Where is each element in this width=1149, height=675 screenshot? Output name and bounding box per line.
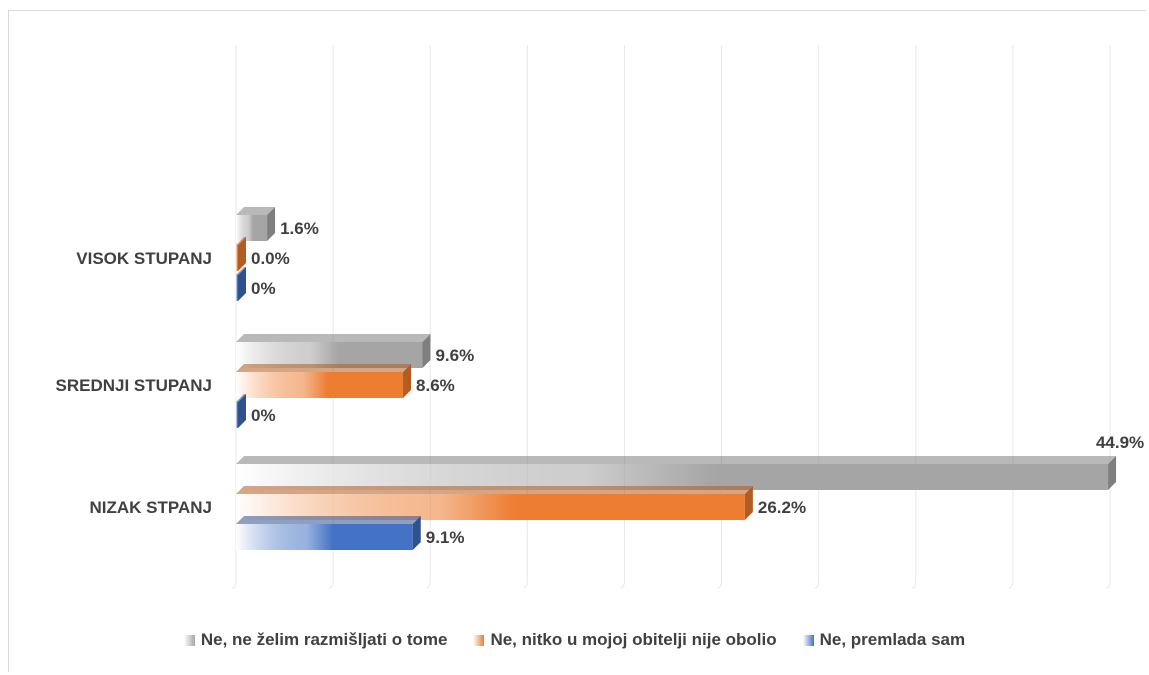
category-label: VISOK STUPANJ [76, 249, 212, 268]
data-label: 44.9% [1096, 433, 1144, 452]
gridline [232, 45, 236, 588]
legend-item: Ne, ne želim razmišljati o tome [184, 630, 448, 650]
gridline [1106, 45, 1110, 588]
legend-label: Ne, nitko u mojoj obitelji nije obolio [490, 630, 776, 650]
data-label: 1.6% [280, 219, 319, 238]
bar-top-face [236, 516, 421, 524]
legend-label: Ne, premlada sam [820, 630, 966, 650]
bar [236, 245, 238, 271]
legend-swatch [184, 635, 195, 646]
gridline [815, 45, 819, 588]
bar [236, 372, 403, 398]
data-label: 8.6% [416, 376, 455, 395]
data-label: 9.6% [435, 346, 474, 365]
data-label: 0% [251, 406, 276, 425]
bar [236, 402, 238, 428]
legend-swatch [473, 635, 484, 646]
bar [236, 275, 238, 301]
data-label: 0.0% [251, 249, 290, 268]
category-label: NIZAK STPANJ [90, 498, 212, 517]
bar-top-face [236, 456, 1116, 464]
data-label: 0% [251, 279, 276, 298]
bar [236, 215, 267, 241]
category-label: SREDNJI STUPANJ [56, 376, 213, 395]
bars [236, 207, 1116, 550]
legend: Ne, ne želim razmišljati o tome Ne, nitko… [0, 630, 1149, 650]
legend-item: Ne, premlada sam [803, 630, 966, 650]
bar [236, 524, 413, 550]
legend-swatch [803, 635, 814, 646]
bar-chart: VISOK STUPANJ 1.6% 0.0% 0% SREDNJI STUPANJ 9.… [0, 0, 1149, 630]
legend-item: Ne, nitko u mojoj obitelji nije obolio [473, 630, 776, 650]
gridline [1009, 45, 1013, 588]
legend-label: Ne, ne želim razmišljati o tome [201, 630, 448, 650]
bar-top-face [236, 334, 430, 342]
bar-top-face [236, 486, 753, 494]
data-label: 9.1% [426, 528, 465, 547]
data-label: 26.2% [758, 498, 806, 517]
gridline [912, 45, 916, 588]
bar-top-face [236, 364, 411, 372]
